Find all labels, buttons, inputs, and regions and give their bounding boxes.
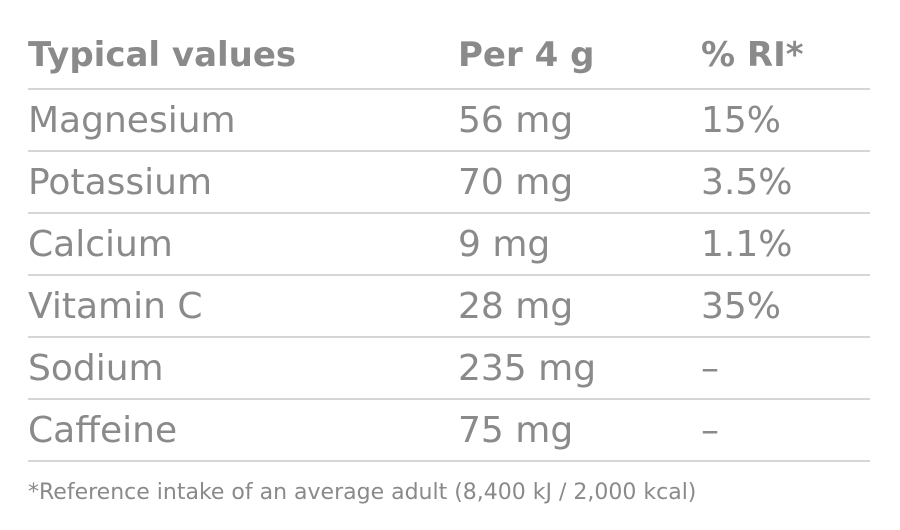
table-cell: Sodium [28,337,458,400]
table-cell: Caffeine [28,399,458,462]
table-cell: 35% [701,275,870,338]
header-cell: Per 4 g [458,22,701,90]
footnote: *Reference intake of an average adult (8… [28,480,697,505]
table-row: Sodium 235 mg – [28,337,870,400]
table-row: Calcium 9 mg 1.1% [28,213,870,276]
table-cell: Magnesium [28,89,458,152]
table-cell: 235 mg [458,337,701,400]
table-row: Vitamin C 28 mg 35% [28,275,870,338]
nutrition-panel: Typical values Per 4 g% RI* Magnesium 56 m… [28,22,870,505]
table-cell: 15% [701,89,870,152]
header-cell: Typical values [28,22,458,90]
header-row: Typical values Per 4 g% RI* [28,22,870,90]
table-cell: 56 mg [458,89,701,152]
table-cell: 70 mg [458,151,701,214]
table-cell: Potassium [28,151,458,214]
table-cell: Calcium [28,213,458,276]
table-cell: 28 mg [458,275,701,338]
table-body: Magnesium 56 mg 15% Potassium 70 mg 3.5% Calci… [28,89,870,462]
table-cell: – [701,399,870,462]
table-cell: 3.5% [701,151,870,214]
table-row: Potassium 70 mg 3.5% [28,151,870,214]
table-cell: Vitamin C [28,275,458,338]
header-cell: % RI* [701,22,870,90]
table-cell: 9 mg [458,213,701,276]
nutrition-table: Typical values Per 4 g% RI* Magnesium 56 m… [28,22,870,462]
table-cell: – [701,337,870,400]
table-cell: 75 mg [458,399,701,462]
table-row: Magnesium 56 mg 15% [28,89,870,152]
table-cell: 1.1% [701,213,870,276]
table-row: Caffeine 75 mg – [28,399,870,462]
